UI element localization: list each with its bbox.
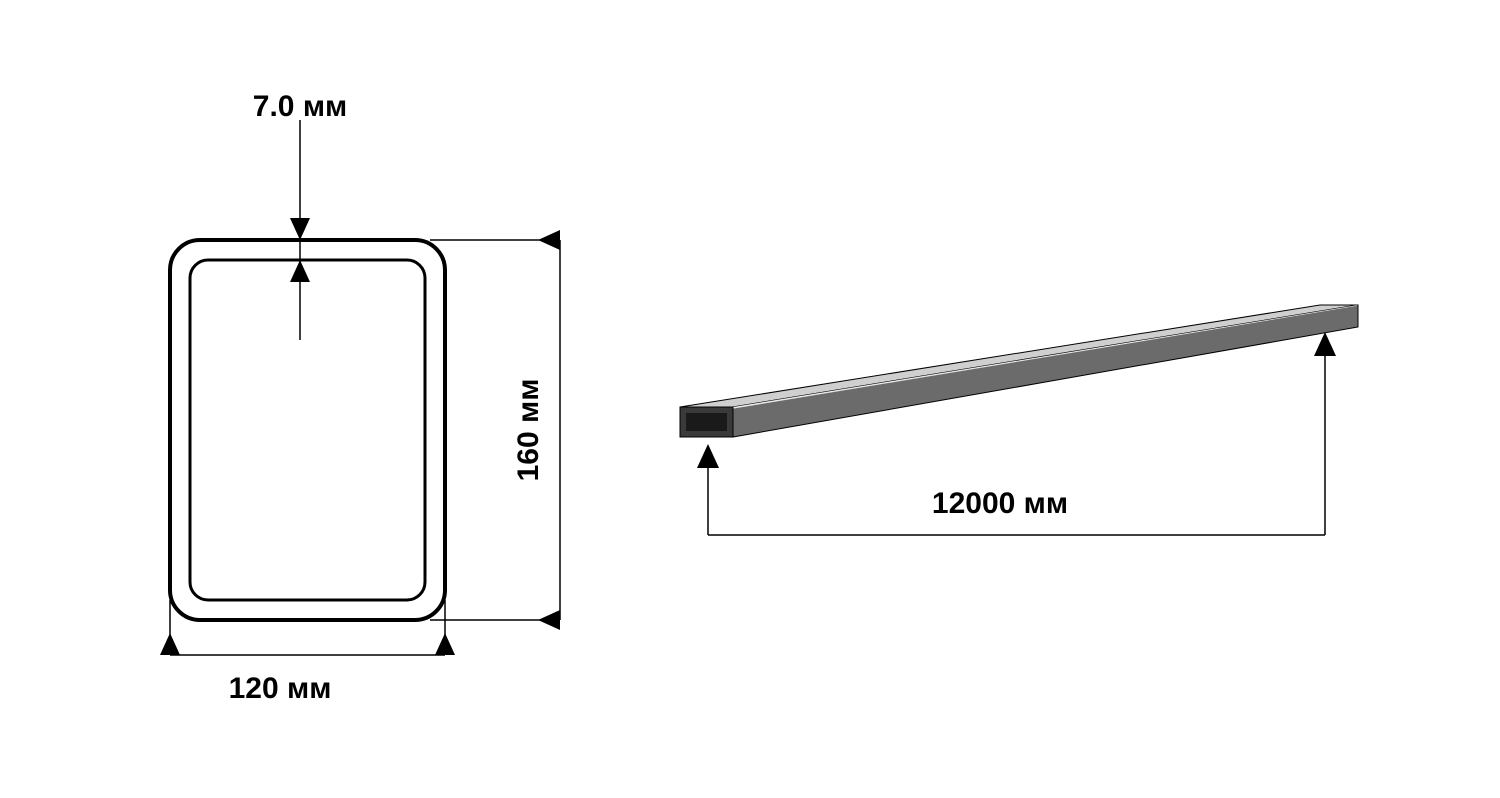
dim-thickness-label: 7.0 мм: [253, 90, 347, 123]
dim-height-label: 160 мм: [512, 379, 545, 482]
dim-length-label: 12000 мм: [932, 487, 1068, 520]
profile-inner: [190, 260, 425, 600]
tube-front-hole: [686, 413, 727, 431]
dim-width-label: 120 мм: [229, 672, 332, 705]
